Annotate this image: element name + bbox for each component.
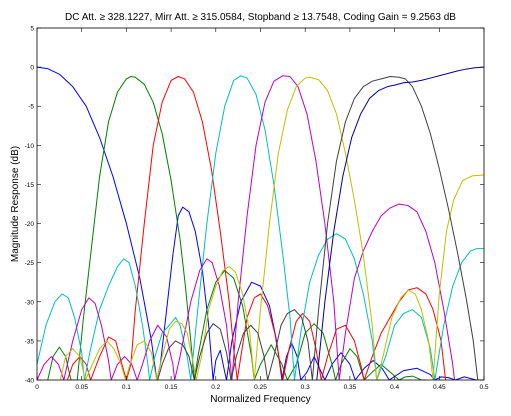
x-tick-label: 0.5 (479, 384, 488, 391)
chart-title: DC Att. ≥ 328.1227, Mirr Att. ≥ 315.0584… (65, 12, 456, 23)
x-tick-label: 0.45 (433, 384, 446, 391)
series-line-6 (59, 76, 484, 380)
y-tick-label: 0 (30, 65, 34, 72)
y-tick-label: -5 (28, 104, 34, 111)
y-tick-label: -10 (25, 143, 35, 150)
y-tick-label: -15 (25, 182, 35, 189)
x-tick-label: 0 (35, 384, 39, 391)
plot-background (37, 28, 484, 380)
series-line-2 (47, 76, 426, 380)
x-tick-label: 0.2 (211, 384, 220, 391)
plot-area: 0 0.05 0.1 0.15 0.2 0.25 0.3 0.35 0.4 0.45 0.5 5 0 -5… (25, 26, 489, 392)
y-tick-label: -35 (25, 338, 35, 345)
series-group (37, 66, 484, 380)
y-tick-label: -20 (25, 221, 35, 228)
series-line-3 (66, 76, 447, 380)
x-tick-label: 0.15 (165, 384, 178, 391)
x-axis-label: Normalized Frequency (210, 394, 311, 405)
y-tick-label: -30 (25, 299, 35, 306)
x-tick-label: 0.35 (344, 384, 357, 391)
y-tick-label: -25 (25, 260, 35, 267)
series-line-4 (37, 75, 484, 380)
x-tick-label: 0.25 (254, 384, 267, 391)
y-tick-label: -40 (25, 378, 35, 385)
x-tick-label: 0.05 (75, 384, 88, 391)
series-line-7 (157, 76, 479, 380)
x-tick-label: 0.4 (390, 384, 399, 391)
y-axis-label: Magnitude Response (dB) (10, 146, 21, 262)
series-line-8 (316, 66, 484, 380)
series-line-5 (37, 75, 455, 380)
x-tick-label: 0.3 (301, 384, 310, 391)
x-tick-label: 0.1 (122, 384, 131, 391)
y-tick-label: 5 (30, 26, 34, 33)
